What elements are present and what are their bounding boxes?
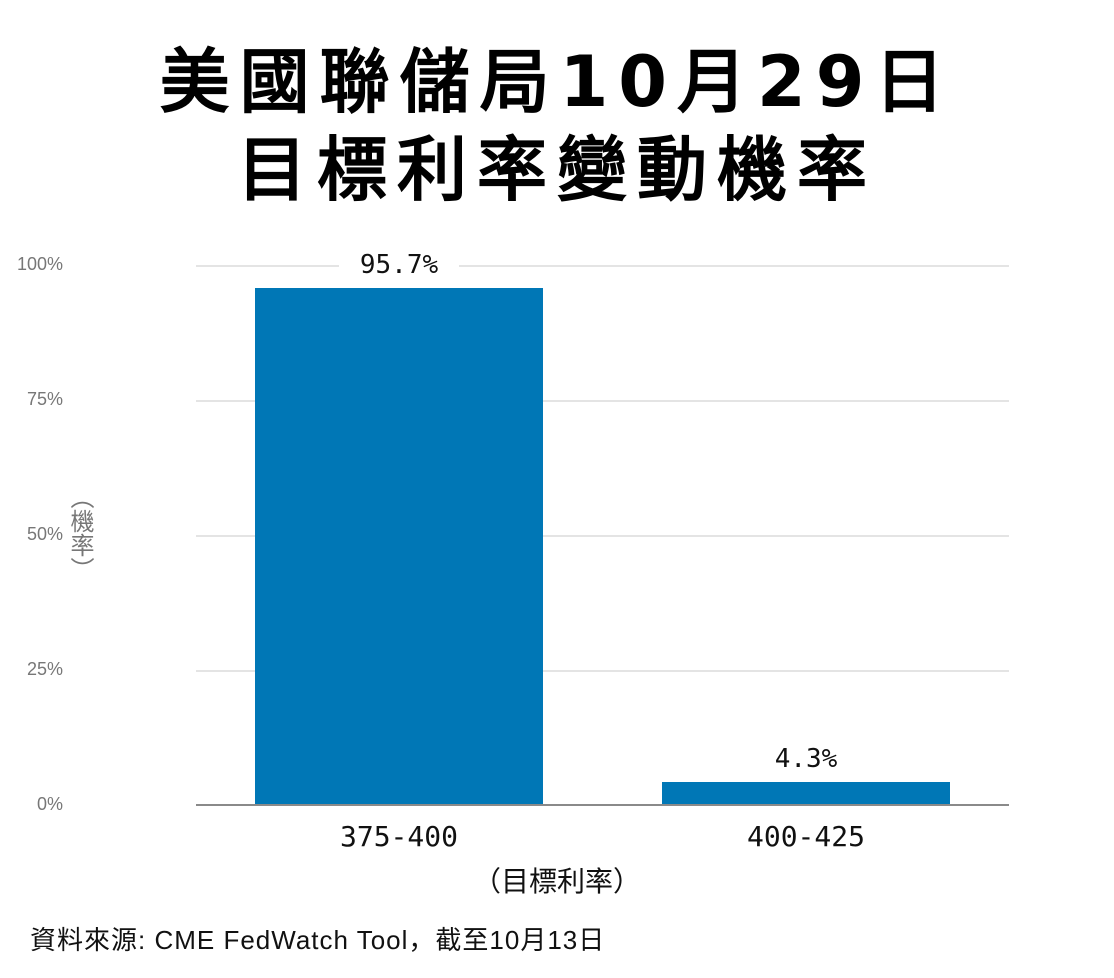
y-tick-25: 25% (26, 659, 63, 679)
bar-400-425 (662, 781, 950, 805)
gridline-100 (196, 265, 1009, 267)
source-note: 資料來源: CME FedWatch Tool，截至10月13日 (30, 925, 606, 955)
gridline-25 (196, 670, 1009, 672)
plot-area: 100% 75% 50% 25% 0% 95.7% 4.3% (17, 250, 1009, 814)
bar-value-label-400-425: 4.3% (774, 743, 838, 774)
gridline-75 (196, 400, 1009, 402)
chart-title-line-1: 美國聯儲局10月29日 (159, 41, 955, 123)
y-tick-0: 0% (36, 794, 63, 814)
x-axis-label: （目標利率） (472, 865, 641, 898)
y-axis-label: （機率） (66, 485, 94, 581)
x-axis-baseline (196, 804, 1009, 806)
chart-title-line-2: 目標利率變動機率 (237, 129, 877, 211)
x-tick-375-400: 375-400 (339, 820, 458, 853)
y-tick-75: 75% (26, 389, 63, 409)
bar-value-label-375-400: 95.7% (339, 250, 459, 281)
bar-375-400 (255, 288, 543, 805)
x-tick-400-425: 400-425 (746, 820, 865, 853)
gridline-50 (196, 535, 1009, 537)
y-tick-50: 50% (26, 524, 63, 544)
y-tick-100: 100% (16, 254, 63, 274)
